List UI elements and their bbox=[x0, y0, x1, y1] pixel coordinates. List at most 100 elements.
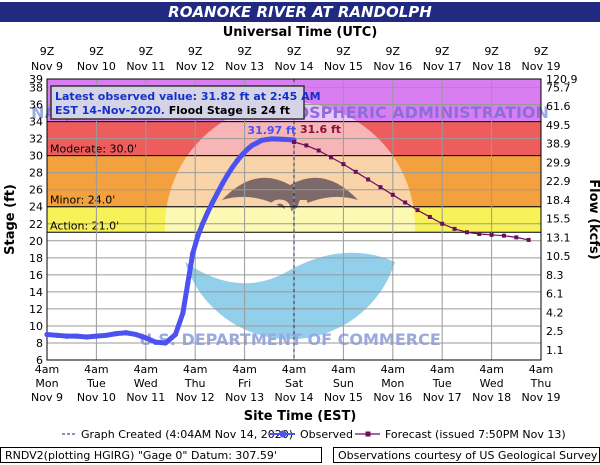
forecast-point bbox=[415, 208, 420, 213]
y-tick-label-16: 16 bbox=[29, 269, 43, 282]
observed-point bbox=[103, 332, 109, 338]
bottom-tick-time-0: 4am bbox=[35, 363, 59, 376]
forecast-point bbox=[329, 155, 334, 160]
forecast-point bbox=[292, 140, 296, 145]
observed-point bbox=[224, 172, 230, 178]
chart-title: ROANOKE RIVER AT RANDOLPH bbox=[0, 2, 600, 22]
observed-point bbox=[64, 333, 70, 339]
y-tick-label-20: 20 bbox=[29, 235, 43, 248]
forecast-point bbox=[378, 185, 383, 190]
y-axis-title-right: Flow (kcfs) bbox=[586, 179, 600, 259]
flow-tick-label-5: 10.5 bbox=[546, 250, 571, 263]
bottom-tick-time-3: 4am bbox=[183, 363, 207, 376]
gage-datum-footer: RNDV2(plotting HGIRG) "Gage 0" Datum: 30… bbox=[0, 447, 322, 463]
top-tick-date-5: Nov 14 bbox=[275, 60, 314, 73]
flow-tick-label-14: 75.7 bbox=[546, 82, 571, 95]
top-tick-date-6: Nov 15 bbox=[324, 60, 363, 73]
top-tick-date-2: Nov 11 bbox=[126, 60, 165, 73]
forecast-point bbox=[403, 200, 408, 205]
top-tick-time-8: 9Z bbox=[435, 45, 450, 58]
bottom-tick-weekday-5: Sat bbox=[285, 377, 304, 390]
bottom-tick-time-4: 4am bbox=[232, 363, 256, 376]
watermark-wave bbox=[185, 252, 395, 340]
top-tick-date-1: Nov 10 bbox=[77, 60, 116, 73]
observed-point bbox=[264, 136, 270, 143]
y-tick-label-26: 26 bbox=[29, 184, 43, 197]
forecast-point bbox=[353, 169, 358, 174]
forecast-point bbox=[464, 230, 469, 235]
hydrograph-chart: NATIONAL OCEANIC AND ATMOSPHERIC ADMINIS… bbox=[3, 25, 600, 441]
top-tick-date-8: Nov 17 bbox=[423, 60, 462, 73]
forecast-peak-label: 31.6 ft bbox=[300, 123, 341, 136]
observed-point bbox=[180, 310, 186, 316]
bottom-tick-weekday-4: Fri bbox=[238, 377, 251, 390]
bottom-tick-weekday-2: Wed bbox=[134, 377, 158, 390]
flood-label-moderate: Moderate: 30.0' bbox=[50, 143, 137, 156]
observed-point bbox=[219, 181, 225, 187]
bottom-tick-weekday-0: Mon bbox=[35, 377, 58, 390]
source-credit-footer: Observations courtesy of US Geological S… bbox=[333, 447, 600, 463]
top-tick-time-4: 9Z bbox=[237, 45, 252, 58]
observed-point bbox=[172, 331, 179, 338]
observed-point bbox=[244, 147, 250, 153]
observed-point bbox=[113, 331, 119, 337]
bottom-tick-weekday-6: Sun bbox=[333, 377, 354, 390]
top-tick-date-0: Nov 9 bbox=[31, 60, 63, 73]
forecast-point bbox=[316, 148, 321, 153]
bottom-tick-time-1: 4am bbox=[84, 363, 108, 376]
top-tick-time-1: 9Z bbox=[89, 45, 104, 58]
flow-tick-label-1: 2.5 bbox=[546, 325, 564, 338]
top-tick-date-9: Nov 18 bbox=[472, 60, 511, 73]
bottom-tick-time-9: 4am bbox=[479, 363, 503, 376]
flow-tick-label-9: 22.9 bbox=[546, 175, 571, 188]
watermark-bottom-text: U.S. DEPARTMENT OF COMMERCE bbox=[139, 330, 441, 349]
y-tick-label-36: 36 bbox=[29, 99, 43, 112]
top-tick-date-7: Nov 16 bbox=[373, 60, 412, 73]
observed-point bbox=[254, 140, 260, 146]
y-tick-label-32: 32 bbox=[29, 133, 43, 146]
flow-tick-label-11: 38.9 bbox=[546, 138, 571, 151]
top-tick-time-7: 9Z bbox=[386, 45, 401, 58]
bottom-tick-time-8: 4am bbox=[430, 363, 454, 376]
y-tick-label-10: 10 bbox=[29, 320, 43, 333]
flow-tick-label-8: 18.4 bbox=[546, 194, 571, 207]
observed-point bbox=[143, 335, 149, 341]
top-tick-date-4: Nov 13 bbox=[225, 60, 264, 73]
observed-point bbox=[234, 158, 240, 164]
bottom-tick-date-4: Nov 13 bbox=[225, 391, 264, 404]
flow-tick-label-3: 6.1 bbox=[546, 288, 564, 301]
observed-point bbox=[209, 199, 216, 206]
flow-tick-label-0: 1.1 bbox=[546, 344, 564, 357]
top-tick-date-3: Nov 12 bbox=[176, 60, 215, 73]
forecast-point bbox=[427, 214, 432, 219]
y-tick-label-8: 8 bbox=[36, 337, 43, 350]
y-tick-label-34: 34 bbox=[29, 116, 43, 129]
observed-point bbox=[54, 332, 60, 338]
info-box bbox=[50, 85, 305, 120]
flow-tick-label-17: 120.9 bbox=[546, 73, 578, 86]
y-tick-label-14: 14 bbox=[29, 286, 43, 299]
bottom-tick-time-2: 4am bbox=[134, 363, 158, 376]
y-tick-label-18: 18 bbox=[29, 252, 43, 265]
observed-point bbox=[190, 250, 196, 257]
legend-observed-marker bbox=[279, 430, 287, 438]
watermark-gull bbox=[222, 177, 358, 212]
legend-forecast-marker bbox=[365, 431, 371, 437]
flow-tick-label-6: 13.1 bbox=[546, 231, 571, 244]
top-tick-time-5: 9Z bbox=[287, 45, 302, 58]
top-tick-time-2: 9Z bbox=[139, 45, 154, 58]
bottom-tick-date-7: Nov 16 bbox=[373, 391, 412, 404]
top-axis-title: Universal Time (UTC) bbox=[223, 25, 378, 40]
observed-point bbox=[283, 136, 290, 143]
bottom-tick-time-10: 4am bbox=[529, 363, 553, 376]
flow-tick-label-12: 49.5 bbox=[546, 119, 571, 132]
flow-tick-label-10: 29.9 bbox=[546, 156, 571, 169]
observed-point bbox=[93, 333, 99, 339]
y-tick-label-30: 30 bbox=[29, 150, 43, 163]
bottom-tick-time-7: 4am bbox=[381, 363, 405, 376]
observed-point bbox=[274, 136, 280, 142]
y-tick-label-28: 28 bbox=[29, 167, 43, 180]
top-tick-time-0: 9Z bbox=[40, 45, 55, 58]
observed-point bbox=[74, 333, 80, 339]
